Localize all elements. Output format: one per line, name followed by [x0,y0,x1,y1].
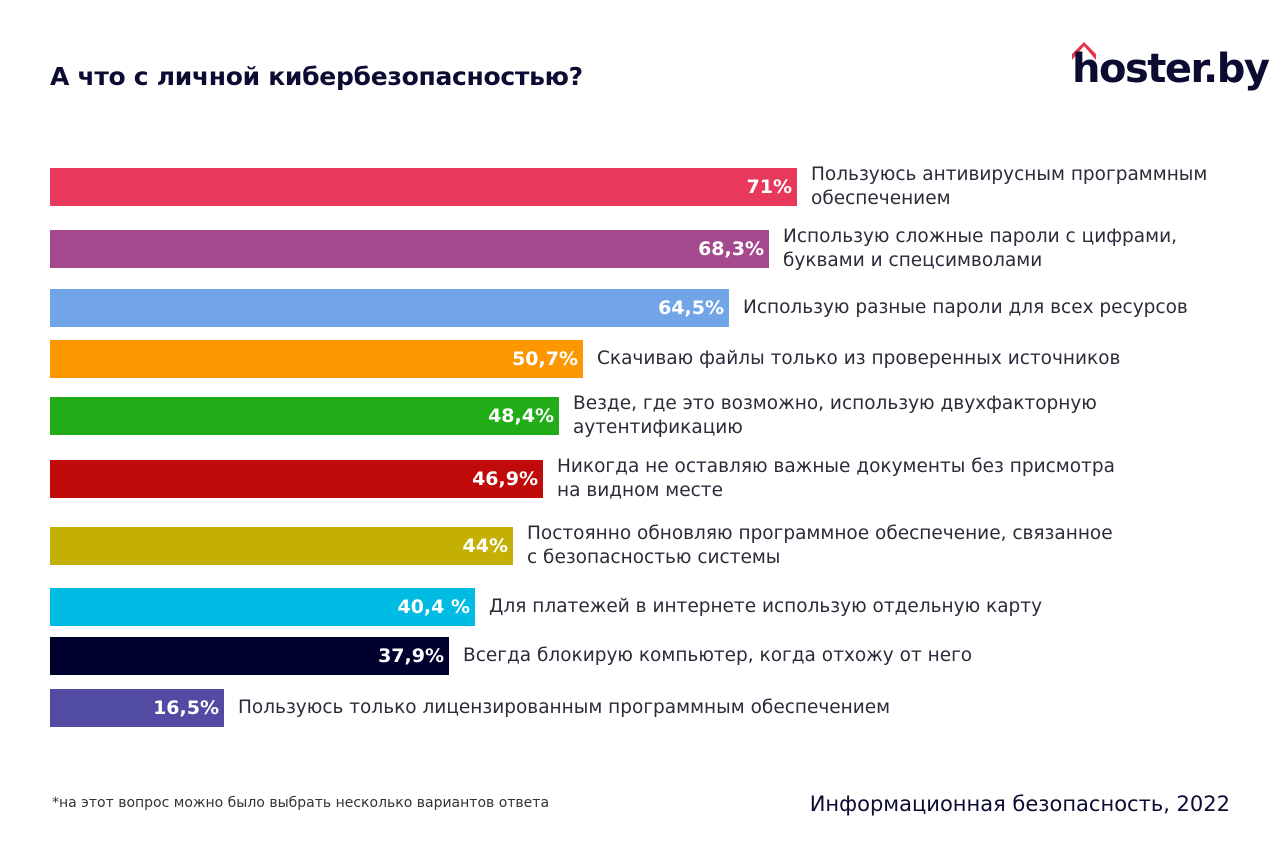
category-label: Использую разные пароли для всех ресурсо… [743,296,1188,320]
category-label-line: Постоянно обновляю программное обеспечен… [527,523,1113,544]
bar-value-label: 64,5% [658,297,724,319]
bar-value-label: 37,9% [378,645,444,667]
bar-3: 64,5% [50,289,729,327]
category-label-line: на видном месте [557,480,723,501]
bar-value-label: 16,5% [153,697,219,719]
category-label: Для платежей в интернете использую отдел… [489,595,1042,619]
category-label: Всегда блокирую компьютер, когда отхожу … [463,644,972,668]
category-label: Использую сложные пароли с цифрами, буква… [783,225,1177,273]
bar-value-label: 40,4 % [397,596,470,618]
logo-text: hoster.by [1072,46,1270,92]
bar-10: 16,5% [50,689,224,727]
category-label-line: Для платежей в интернете использую отдел… [489,596,1043,617]
bar-value-label: 48,4% [488,405,554,427]
category-label-line: аутентификацию [573,417,743,438]
bar-1: 71% [50,168,797,206]
category-label-line: обеспечением [811,188,951,209]
category-label: Постоянно обновляю программное обеспечен… [527,522,1113,570]
category-label: Скачиваю файлы только из проверенных ист… [597,347,1120,371]
hoster-by-logo: hoster.by [1072,42,1270,112]
category-label-line: с безопасностью системы [527,547,781,568]
bar-4: 50,7% [50,340,583,378]
category-label: Везде, где это возможно, использую двухф… [573,392,1097,440]
bar-value-label: 71% [746,176,792,198]
bar-7: 44% [50,527,513,565]
bar-value-label: 68,3% [698,238,764,260]
category-label: Пользуюсь антивирусным программным обеспе… [811,163,1207,211]
bar-5: 48,4% [50,397,559,435]
bar-value-label: 46,9% [472,468,538,490]
source-caption: Информационная безопасность, 2022 [809,792,1230,816]
bar-6: 46,9% [50,460,543,498]
category-label-line: Везде, где это возможно, использую двухф… [573,393,1097,414]
bar-2: 68,3% [50,230,769,268]
bar-9: 37,9% [50,637,449,675]
category-label-line: Использую сложные пароли с цифрами, [783,226,1177,247]
category-label: Пользуюсь только лицензированным програм… [238,696,890,720]
footnote: *на этот вопрос можно было выбрать неско… [52,795,550,811]
bar-value-label: 50,7% [512,348,578,370]
category-label-line: буквами и спецсимволами [783,250,1043,271]
category-label-line: Использую разные пароли для всех ресурсо… [743,297,1188,318]
category-label-line: Пользуюсь только лицензированным програм… [238,697,891,718]
category-label-line: Пользуюсь антивирусным программным [811,164,1208,185]
bar-value-label: 44% [462,535,508,557]
house-roof-icon [1072,42,1096,60]
category-label-line: Скачиваю файлы только из проверенных ист… [597,348,1121,369]
category-label-line: Никогда не оставляю важные документы без… [557,456,1115,477]
category-label-line: Всегда блокирую компьютер, когда отхожу … [463,645,973,666]
category-label: Никогда не оставляю важные документы без… [557,455,1115,503]
chart-title: А что с личной кибербезопасностью? [50,62,583,91]
bar-8: 40,4 % [50,588,475,626]
